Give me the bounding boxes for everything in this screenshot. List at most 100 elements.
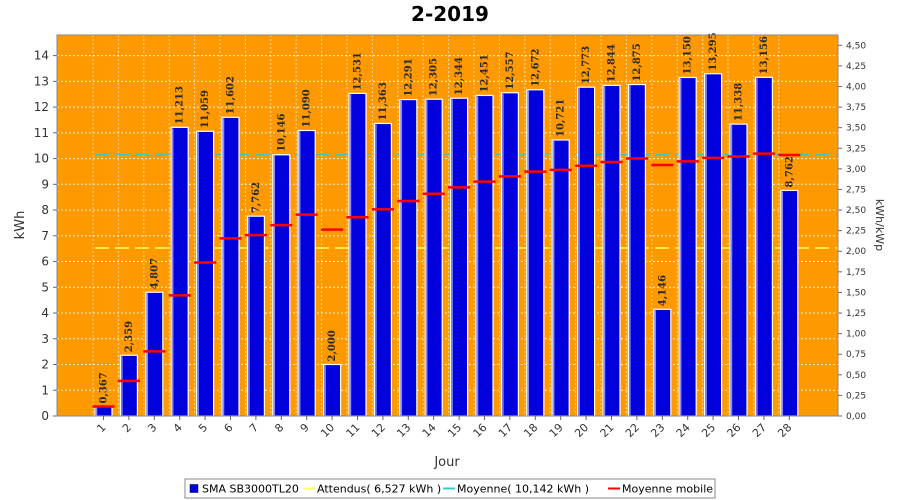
bar [246,215,265,417]
bar [576,86,596,417]
legend-label: Moyenne mobile [622,483,713,496]
plot-frame [56,34,839,417]
x-tick-label: 24 [674,421,693,440]
bar [627,83,647,417]
x-tick-label: 27 [750,421,769,440]
x-tick-label: 22 [623,421,642,440]
y2-tick-label: 2,25 [846,227,866,237]
y2-tick-label: 0,50 [846,371,866,381]
legend-label: Moyenne( 10,142 kWh ) [457,483,589,496]
bar [424,98,443,417]
y-tick-label: 11 [34,126,49,140]
y2-tick-label: 1,25 [846,309,866,319]
x-tick-label: 13 [394,421,413,440]
x-tick-label: 12 [369,421,388,440]
bar-data-label: 11,338 [734,83,745,121]
bar [500,92,519,417]
bar-data-label: 12,344 [454,57,465,95]
bar-data-label: 8,762 [784,156,795,187]
bar-data-label: 2,000 [327,330,338,361]
x-tick-label: 2 [120,421,134,435]
y2-tick-label: 3,25 [846,144,866,154]
legend-label: Attendus( 6,527 kWh ) [317,483,441,496]
x-tick-label: 23 [648,421,667,440]
y2-tick-label: 3,00 [846,165,866,175]
bar [475,94,494,417]
bar-data-label: 12,672 [530,48,541,86]
x-tick-label: 18 [521,421,540,440]
bar [526,89,545,417]
bar-data-label: 7,762 [251,182,262,213]
bar [119,354,139,417]
bar [297,129,316,417]
chart-title: 2-2019 [411,2,489,26]
bar-data-label: 10,146 [276,113,287,151]
x-tick-label: 10 [318,421,337,440]
legend-swatch [189,484,199,493]
y-tick-label: 0 [41,409,49,423]
y-tick-label: 4 [41,306,49,320]
x-tick-label: 5 [196,421,210,435]
bar [221,116,240,417]
y2-tick-label: 0,25 [846,391,866,401]
y-tick-label: 8 [41,203,49,217]
bar-data-label: 13,156 [759,36,770,74]
bar [373,122,392,417]
y2-tick-label: 3,75 [846,103,866,113]
bar-data-label: 2,359 [124,321,135,352]
bar-data-label: 0,367 [99,372,110,403]
bar [272,154,291,417]
bar [196,130,215,417]
x-tick-label: 15 [445,421,464,440]
bar-data-label: 10,721 [556,99,567,137]
x-tick-label: 9 [298,421,312,435]
y-tick-label: 14 [34,49,49,63]
bar-data-label: 12,451 [480,54,491,92]
y-axis-label: kWh [13,211,28,240]
x-tick-label: 4 [171,421,185,435]
y2-tick-label: 1,75 [846,268,866,278]
bar-data-label: 12,291 [403,58,414,96]
plot-area: 012345678910111213140,000,250,500,751,00… [34,32,867,440]
x-tick-label: 20 [572,421,591,440]
y2-tick-label: 3,50 [846,124,866,134]
x-tick-label: 26 [725,421,744,440]
y-tick-label: 1 [41,383,49,397]
x-tick-label: 8 [272,421,286,435]
x-tick-label: 21 [598,421,617,440]
x-tick-label: 3 [145,421,159,435]
bar [94,405,113,417]
bar-data-label: 13,295 [708,32,719,70]
y2-tick-label: 4,00 [846,82,866,92]
bar [780,189,799,417]
y2-tick-label: 2,50 [846,206,866,216]
y2-tick-label: 1,50 [846,288,866,298]
bar-data-label: 12,844 [607,44,618,82]
bar [729,123,748,417]
y2-tick-label: 0,00 [846,412,866,422]
x-tick-label: 14 [420,421,439,440]
bar-data-label: 12,773 [581,46,592,84]
y-tick-label: 2 [41,358,49,372]
legend: SMA SB3000TL20 Attendus( 6,527 kWh ) Moyen… [184,478,716,499]
bar-data-label: 12,305 [429,58,440,96]
y-tick-label: 6 [41,255,49,269]
y-tick-label: 3 [41,332,49,346]
bar [323,363,342,417]
legend-label: SMA SB3000TL20 [202,483,299,496]
bar-data-label: 11,059 [200,90,211,128]
y-tick-label: 12 [34,100,49,114]
x-tick-label: 1 [94,421,108,435]
y-tick-label: 7 [41,229,49,243]
x-axis-label: Jour [433,455,460,470]
x-tick-label: 7 [247,421,261,435]
bar [678,76,697,417]
x-tick-label: 19 [547,421,566,440]
y2-tick-label: 2,00 [846,247,866,257]
bar [602,84,621,417]
bar-data-label: 11,602 [226,76,237,114]
x-tick-label: 17 [496,421,515,440]
y2-tick-label: 2,75 [846,185,866,195]
x-tick-label: 16 [471,421,490,440]
